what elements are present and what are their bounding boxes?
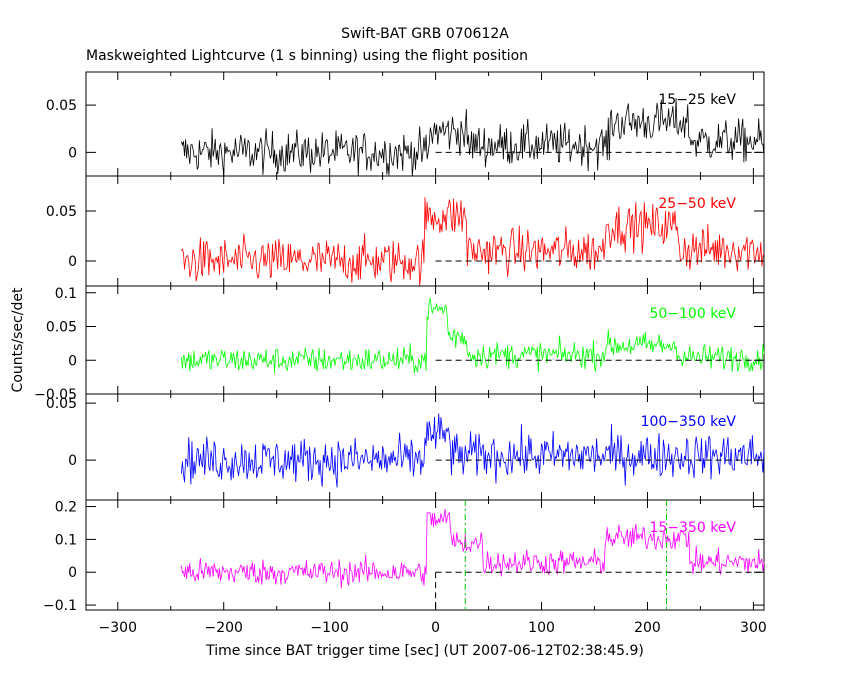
x-tick-label: 0 [431, 620, 440, 636]
band-label-25-50: 25−50 keV [658, 196, 736, 212]
y-tick-label-25-50: 0 [68, 254, 77, 270]
band-label-50-100: 50−100 keV [649, 306, 736, 322]
panel-frame-15-25 [85, 71, 765, 177]
y-tick-label-15-25: 0.05 [46, 98, 77, 114]
y-tick-label-15-350: −0.1 [43, 598, 77, 614]
y-tick-label-50-100: −0.05 [34, 387, 77, 403]
y-tick-label-100-350: 0.05 [46, 396, 77, 412]
y-tick-label-50-100: 0 [68, 353, 77, 369]
x-tick-label: −100 [310, 620, 348, 636]
chart-subtitle: Maskweighted Lightcurve (1 s binning) us… [86, 48, 528, 64]
lightcurve-25-50 [181, 197, 765, 287]
x-axis-label: Time since BAT trigger time [sec] (UT 20… [205, 643, 644, 659]
y-tick-label-15-25: 0 [68, 145, 77, 161]
x-tick-label: −300 [99, 620, 137, 636]
panel-frame-15-350 [85, 499, 765, 611]
band-label-15-350: 15−350 keV [649, 520, 736, 536]
y-axis-label: Counts/sec/det [10, 287, 26, 392]
y-tick-label-15-350: 0.1 [55, 532, 77, 548]
y-tick-label-15-350: 0.2 [55, 500, 77, 516]
y-tick-label-50-100: 0.1 [55, 286, 77, 302]
band-label-100-350: 100−350 keV [641, 414, 737, 430]
chart-title: Swift-BAT GRB 070612A [341, 26, 509, 42]
x-tick-label: 100 [528, 620, 555, 636]
y-tick-label-100-350: 0 [68, 453, 77, 469]
x-tick-label: 200 [634, 620, 661, 636]
panels-group: 0 0.05 15−25 keV 0 0.05 25−50 keV −0.05 0 0.05 0.… [34, 71, 767, 636]
x-tick-label: 300 [740, 620, 767, 636]
panel-frame-50-100 [85, 285, 765, 395]
y-tick-label-50-100: 0.05 [46, 320, 77, 336]
y-tick-label-25-50: 0.05 [46, 204, 77, 220]
x-tick-label: −200 [204, 620, 242, 636]
y-tick-label-15-350: 0 [68, 565, 77, 581]
lightcurve-15-25 [180, 98, 765, 177]
band-label-15-25: 15−25 keV [658, 92, 736, 108]
lightcurve-50-100 [180, 297, 765, 374]
